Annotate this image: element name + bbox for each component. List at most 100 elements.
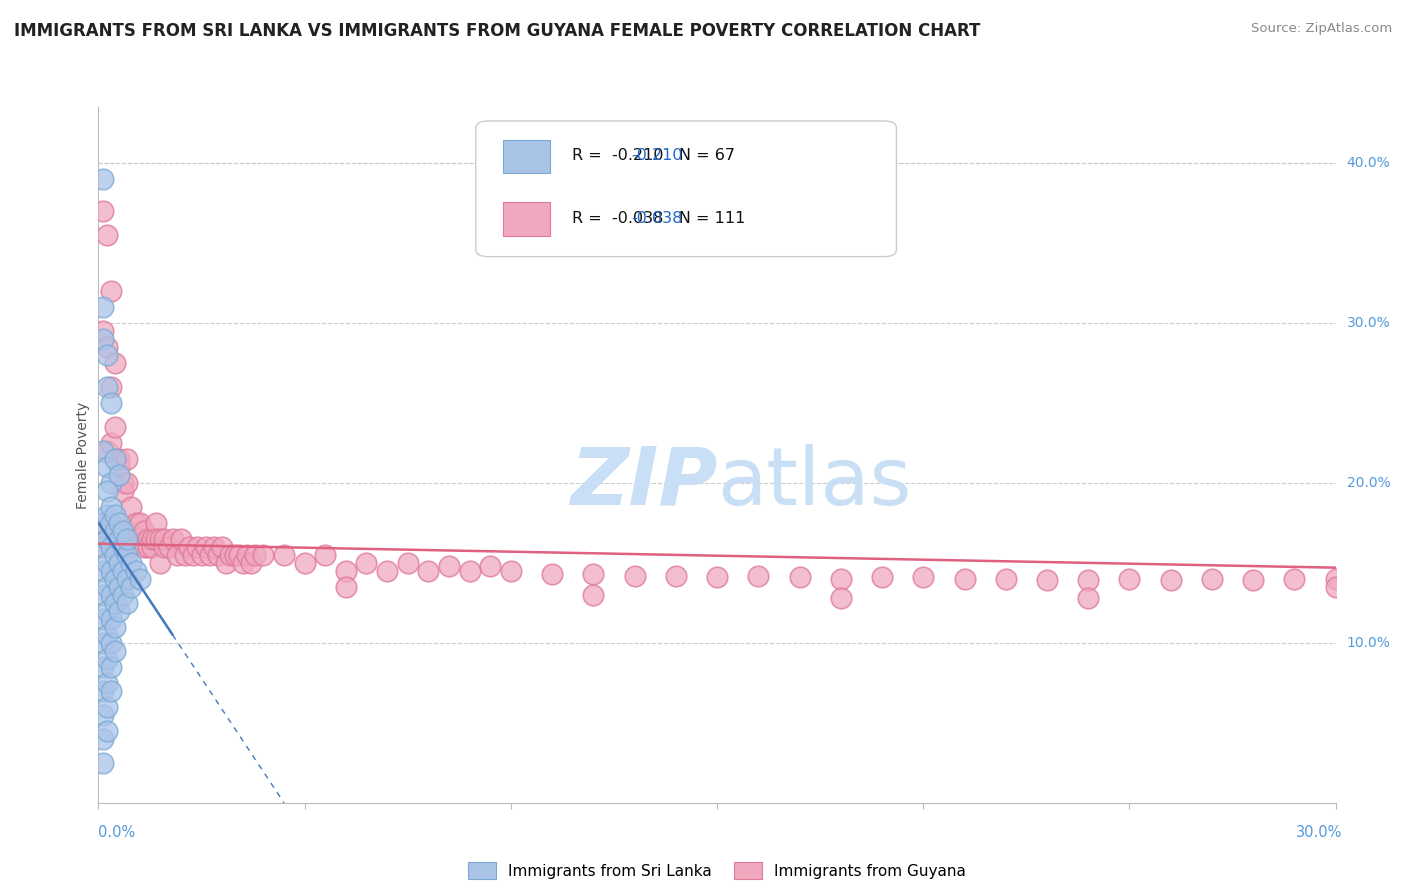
Point [120,556,142,570]
Point [953,572,976,586]
Point [108,556,131,570]
Point [104,596,127,610]
Text: 10.0%: 10.0% [1347,636,1391,650]
Point [91,588,114,602]
Point [136,532,159,546]
Point [112,524,135,538]
Point [375,564,398,578]
Text: R =  -0.038   N = 111: R = -0.038 N = 111 [572,211,745,226]
Point [91,707,114,722]
Point [104,572,127,586]
Point [120,580,142,594]
Point [108,451,131,466]
Point [104,620,127,634]
Point [215,556,238,570]
Point [1118,572,1140,586]
FancyBboxPatch shape [503,202,550,235]
Point [1241,574,1264,588]
Point [91,540,114,554]
Text: ZIP: ZIP [569,443,717,522]
Point [124,532,146,546]
Point [117,524,139,538]
Point [104,508,127,522]
Text: 20.0%: 20.0% [1347,476,1391,490]
Point [994,572,1017,586]
Point [437,559,460,574]
Point [335,564,357,578]
Point [96,532,118,546]
Point [100,436,122,450]
Point [96,628,118,642]
Point [252,548,274,562]
Point [162,532,184,546]
Y-axis label: Female Poverty: Female Poverty [76,401,90,508]
Point [104,420,127,434]
Point [112,483,135,498]
Point [186,540,208,554]
Point [108,604,131,618]
Point [91,612,114,626]
Text: R =  -0.210   N = 67: R = -0.210 N = 67 [572,148,735,163]
Text: IMMIGRANTS FROM SRI LANKA VS IMMIGRANTS FROM GUYANA FEMALE POVERTY CORRELATION C: IMMIGRANTS FROM SRI LANKA VS IMMIGRANTS … [14,22,980,40]
Point [117,548,139,562]
Point [96,676,118,690]
Point [132,540,155,554]
Point [100,380,122,394]
Point [356,556,378,570]
Point [91,300,114,314]
Point [100,660,122,674]
Point [100,588,122,602]
FancyBboxPatch shape [503,140,550,173]
Point [665,568,688,582]
Point [96,556,118,570]
Point [96,723,118,738]
Point [104,451,127,466]
Point [170,532,193,546]
Point [96,580,118,594]
Point [104,524,127,538]
Point [112,588,135,602]
Point [207,548,229,562]
Point [91,172,114,186]
Point [96,340,118,354]
Point [117,475,139,490]
Point [499,564,522,578]
Point [157,540,180,554]
Point [335,580,357,594]
Point [91,204,114,219]
Point [124,564,146,578]
Point [108,516,131,530]
Point [1324,580,1347,594]
Point [582,567,605,582]
Point [1077,574,1099,588]
Point [202,540,225,554]
Point [96,444,118,458]
Point [1324,572,1347,586]
Point [136,540,159,554]
Point [91,324,114,338]
Point [100,396,122,410]
Text: 40.0%: 40.0% [1347,156,1391,170]
Point [830,572,852,586]
Point [706,570,728,584]
Point [112,532,135,546]
Point [108,540,131,554]
Point [117,596,139,610]
Point [273,548,295,562]
Point [100,500,122,514]
Point [91,516,114,530]
Point [91,756,114,770]
Point [232,556,254,570]
Point [96,604,118,618]
Point [104,548,127,562]
Point [104,356,127,370]
Point [112,540,135,554]
Point [396,556,419,570]
Point [91,516,114,530]
Point [194,540,217,554]
Point [128,516,150,530]
Point [240,556,263,570]
Point [104,644,127,658]
Point [141,532,163,546]
Point [91,564,114,578]
